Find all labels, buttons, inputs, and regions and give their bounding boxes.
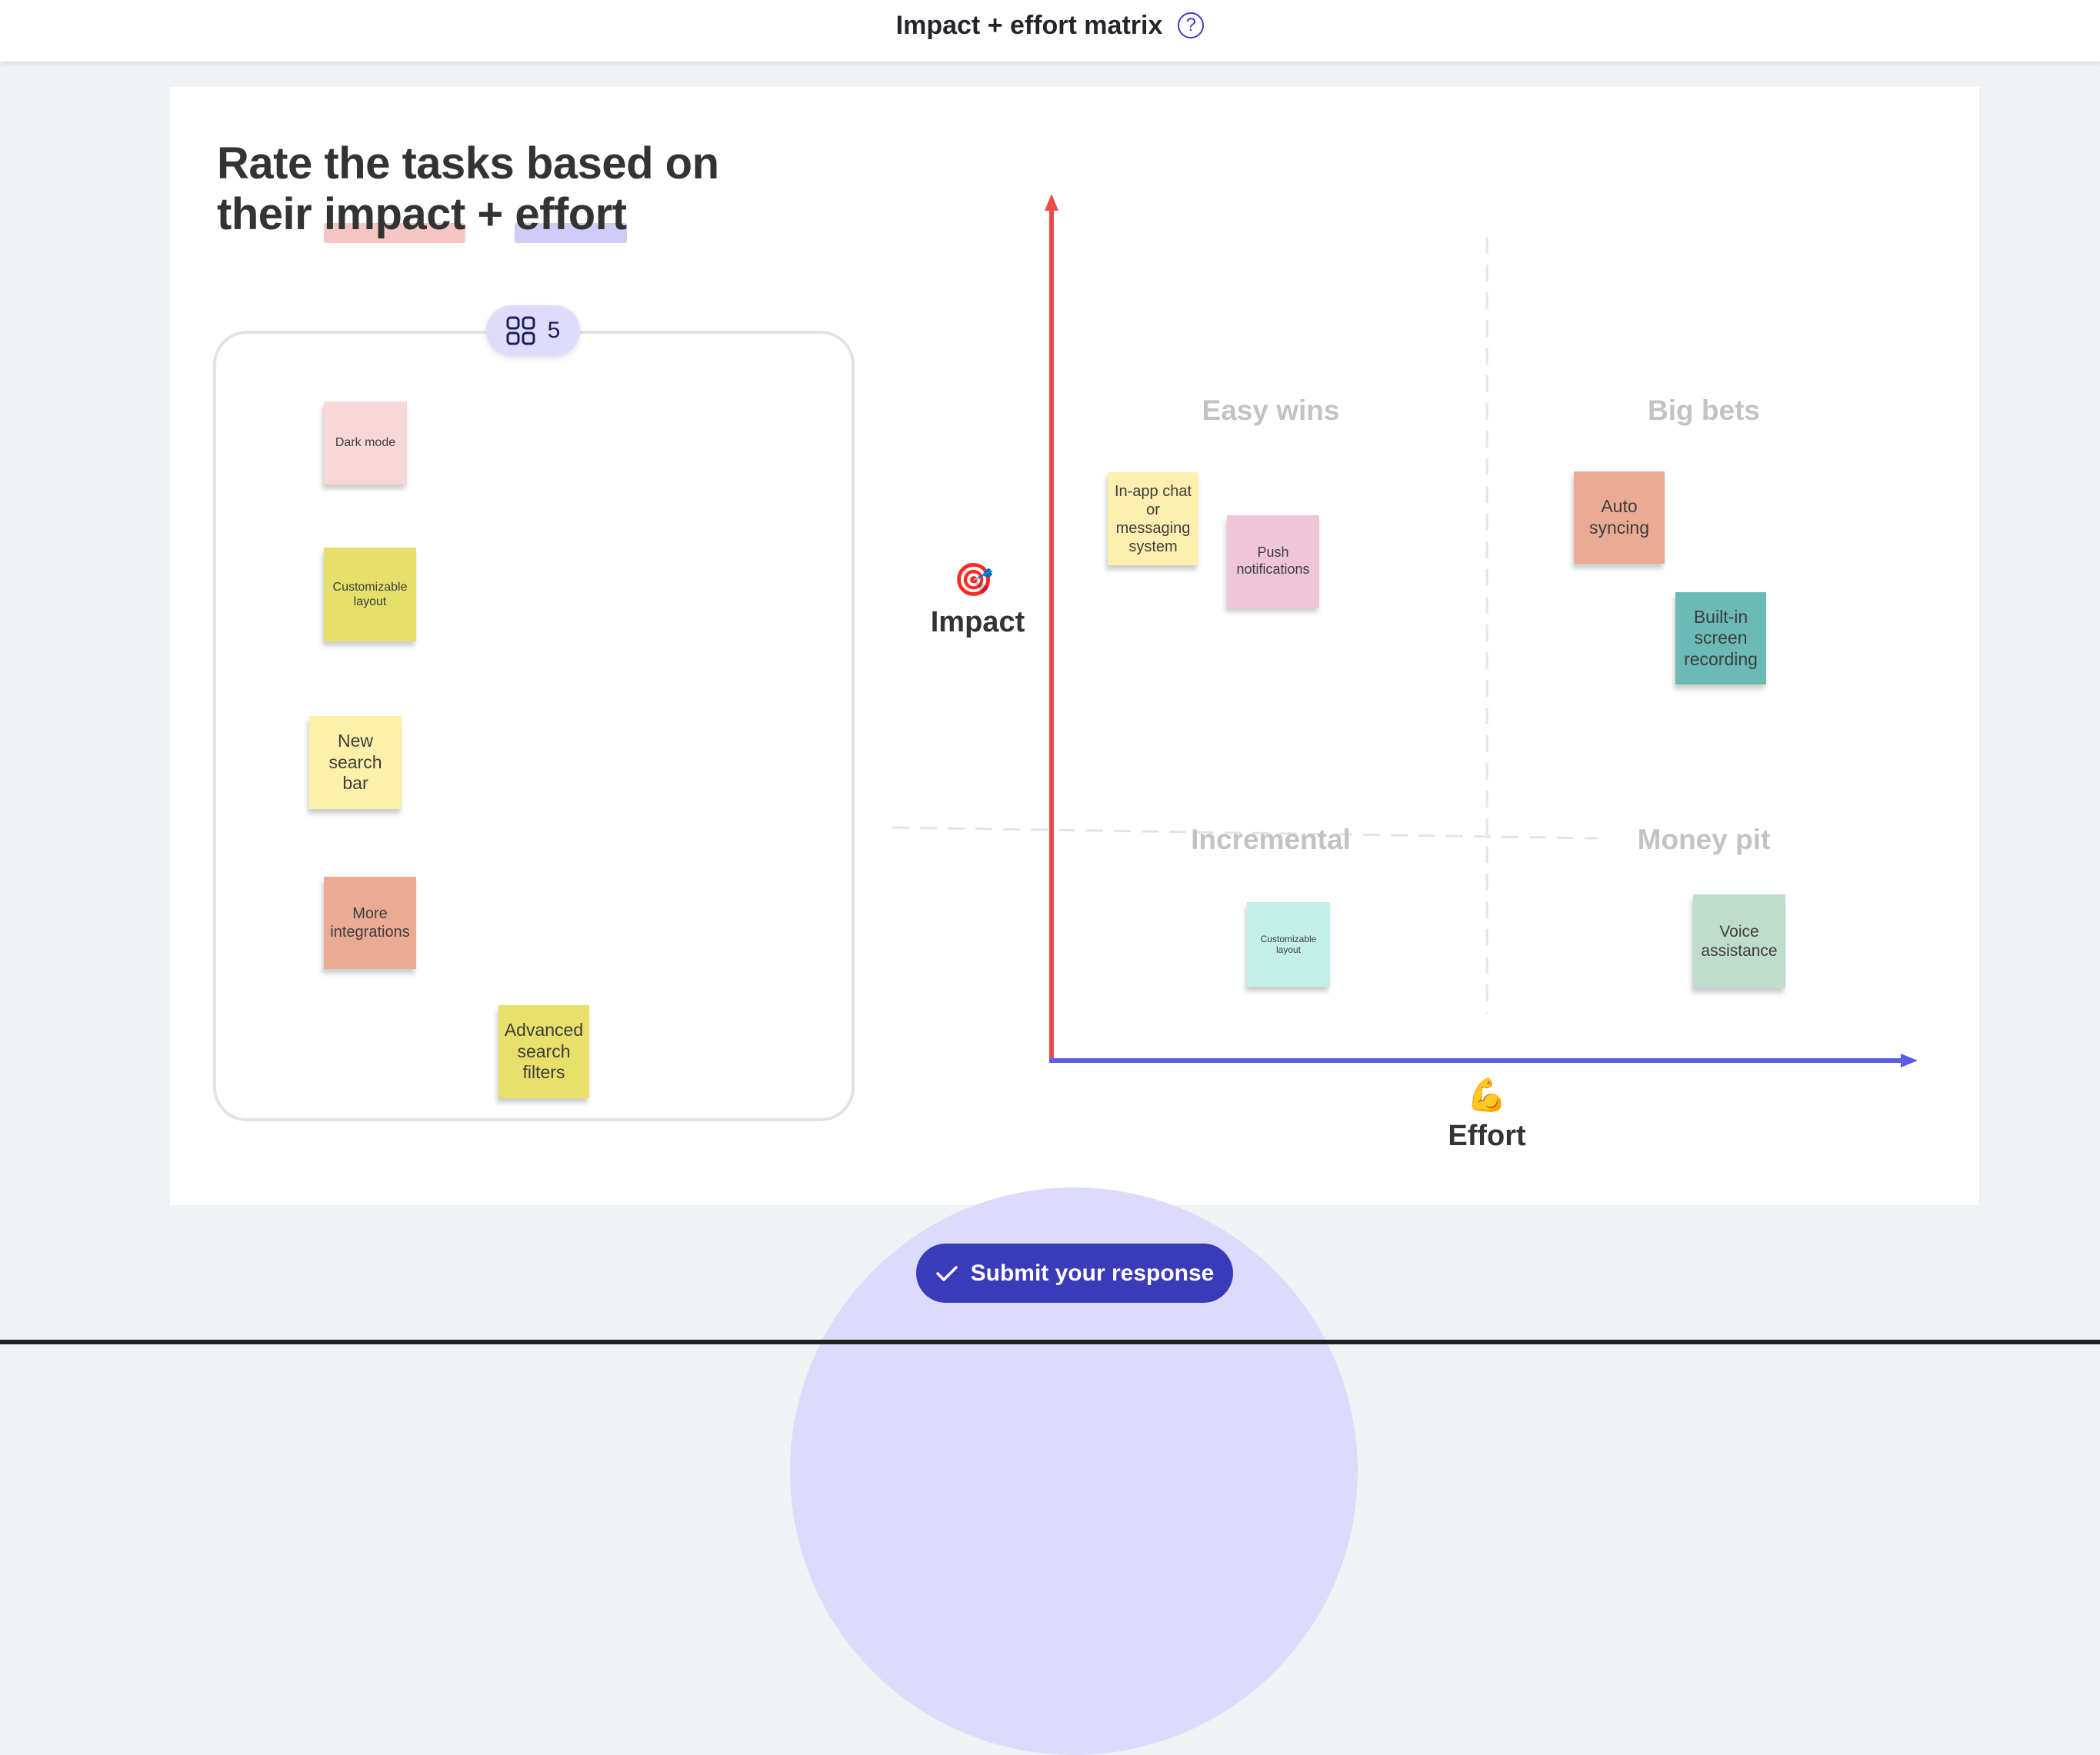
note-label: Customizable layout xyxy=(332,580,408,608)
sticky-note[interactable]: Dark mode xyxy=(324,401,407,485)
prompt-plus: + xyxy=(465,189,515,239)
sticky-note[interactable]: New search bar xyxy=(309,716,402,809)
grid-icon xyxy=(506,316,535,345)
top-bar: Impact + effort matrix? xyxy=(0,0,2100,62)
target-icon: 🎯 xyxy=(953,561,995,598)
sticky-note[interactable]: Auto syncing xyxy=(1574,471,1665,564)
check-icon xyxy=(935,1265,958,1281)
note-label: Built-in screen recording xyxy=(1684,606,1758,669)
quadrant-divider-horizontal xyxy=(892,826,1598,840)
note-label: Push notifications xyxy=(1236,544,1310,577)
notes-count-badge: 5 xyxy=(486,305,580,356)
sticky-note[interactable]: Built-in screen recording xyxy=(1675,592,1766,684)
sticky-note[interactable]: Customizable layout xyxy=(1247,902,1330,987)
sticky-note[interactable]: Voice assistance xyxy=(1693,894,1785,988)
note-label: More integrations xyxy=(330,905,410,941)
flexed-biceps-icon: 💪 xyxy=(1466,1077,1508,1113)
quadrant-easy-wins: Easy wins xyxy=(1202,395,1340,426)
prompt-line-2: their impact + effort xyxy=(217,189,719,243)
sticky-note[interactable]: More integrations xyxy=(324,877,416,969)
impact-highlight: impact xyxy=(323,189,465,243)
effort-axis-arrow xyxy=(1901,1054,1918,1067)
submit-label: Submit your response xyxy=(970,1260,1215,1286)
sticky-note[interactable]: Advanced search filters xyxy=(498,1005,589,1098)
matrix-axes xyxy=(892,194,1918,1067)
effort-highlight: effort xyxy=(515,189,627,243)
note-label: Customizable layout xyxy=(1260,933,1317,955)
note-label: New search bar xyxy=(328,731,382,794)
submit-response-button[interactable]: Submit your response xyxy=(916,1244,1233,1303)
sticky-note[interactable]: Push notifications xyxy=(1227,515,1319,608)
effort-axis-label: Effort xyxy=(1448,1120,1526,1152)
sticky-note[interactable]: Customizable layout xyxy=(324,548,416,641)
note-label: Auto syncing xyxy=(1589,496,1649,538)
bottom-edge xyxy=(0,1340,2100,1344)
quadrant-big-bets: Big bets xyxy=(1648,395,1760,426)
quadrant-incremental: Incremental xyxy=(1191,824,1351,855)
note-label: Advanced search filters xyxy=(504,1020,584,1083)
prompt-heading: Rate the tasks based on their impact + e… xyxy=(217,138,719,243)
help-icon[interactable]: ? xyxy=(1178,12,1205,39)
prompt-line-1: Rate the tasks based on xyxy=(217,138,719,188)
sticky-note[interactable]: In-app chat or messaging system xyxy=(1108,472,1198,565)
note-label: In-app chat or messaging system xyxy=(1114,482,1192,555)
prompt-text: their xyxy=(217,189,324,239)
note-label: Dark mode xyxy=(335,436,396,450)
notes-count: 5 xyxy=(547,318,561,343)
note-label: Voice assistance xyxy=(1701,922,1778,960)
impact-axis-label: Impact xyxy=(930,606,1025,638)
page-title-row: Impact + effort matrix? xyxy=(0,9,2100,41)
impact-axis-arrow xyxy=(1045,194,1058,211)
page-title: Impact + effort matrix xyxy=(895,10,1163,40)
quadrant-money-pit: Money pit xyxy=(1637,824,1771,855)
